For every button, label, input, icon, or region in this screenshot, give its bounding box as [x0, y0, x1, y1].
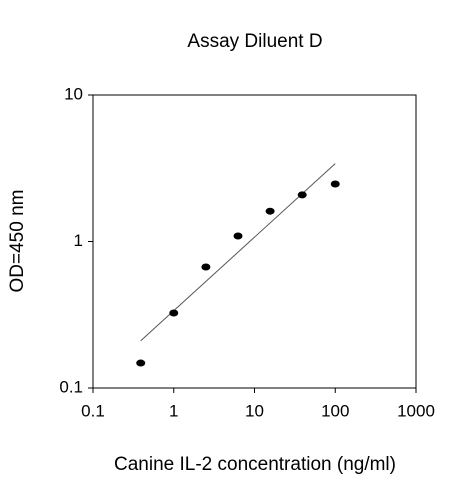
x-tick-label: 100 — [321, 401, 349, 420]
y-tick-label: 10 — [64, 84, 83, 103]
x-tick-label: 0.1 — [81, 401, 105, 420]
x-tick-label: 10 — [245, 401, 264, 420]
x-axis-label: Canine IL-2 concentration (ng/ml) — [114, 454, 396, 475]
data-point — [136, 359, 146, 367]
data-point — [233, 232, 243, 240]
y-tick-label: 0.1 — [59, 377, 83, 396]
x-tick-label: 1000 — [397, 401, 435, 420]
y-tick-label: 1 — [74, 231, 83, 250]
data-point — [297, 191, 307, 199]
data-point — [169, 309, 179, 317]
chart-title: Assay Diluent D — [187, 31, 322, 52]
data-point — [265, 207, 275, 215]
data-point — [330, 180, 340, 188]
y-axis-label: OD=450 nm — [7, 190, 28, 293]
data-point — [201, 263, 211, 271]
x-tick-label: 1 — [169, 401, 178, 420]
